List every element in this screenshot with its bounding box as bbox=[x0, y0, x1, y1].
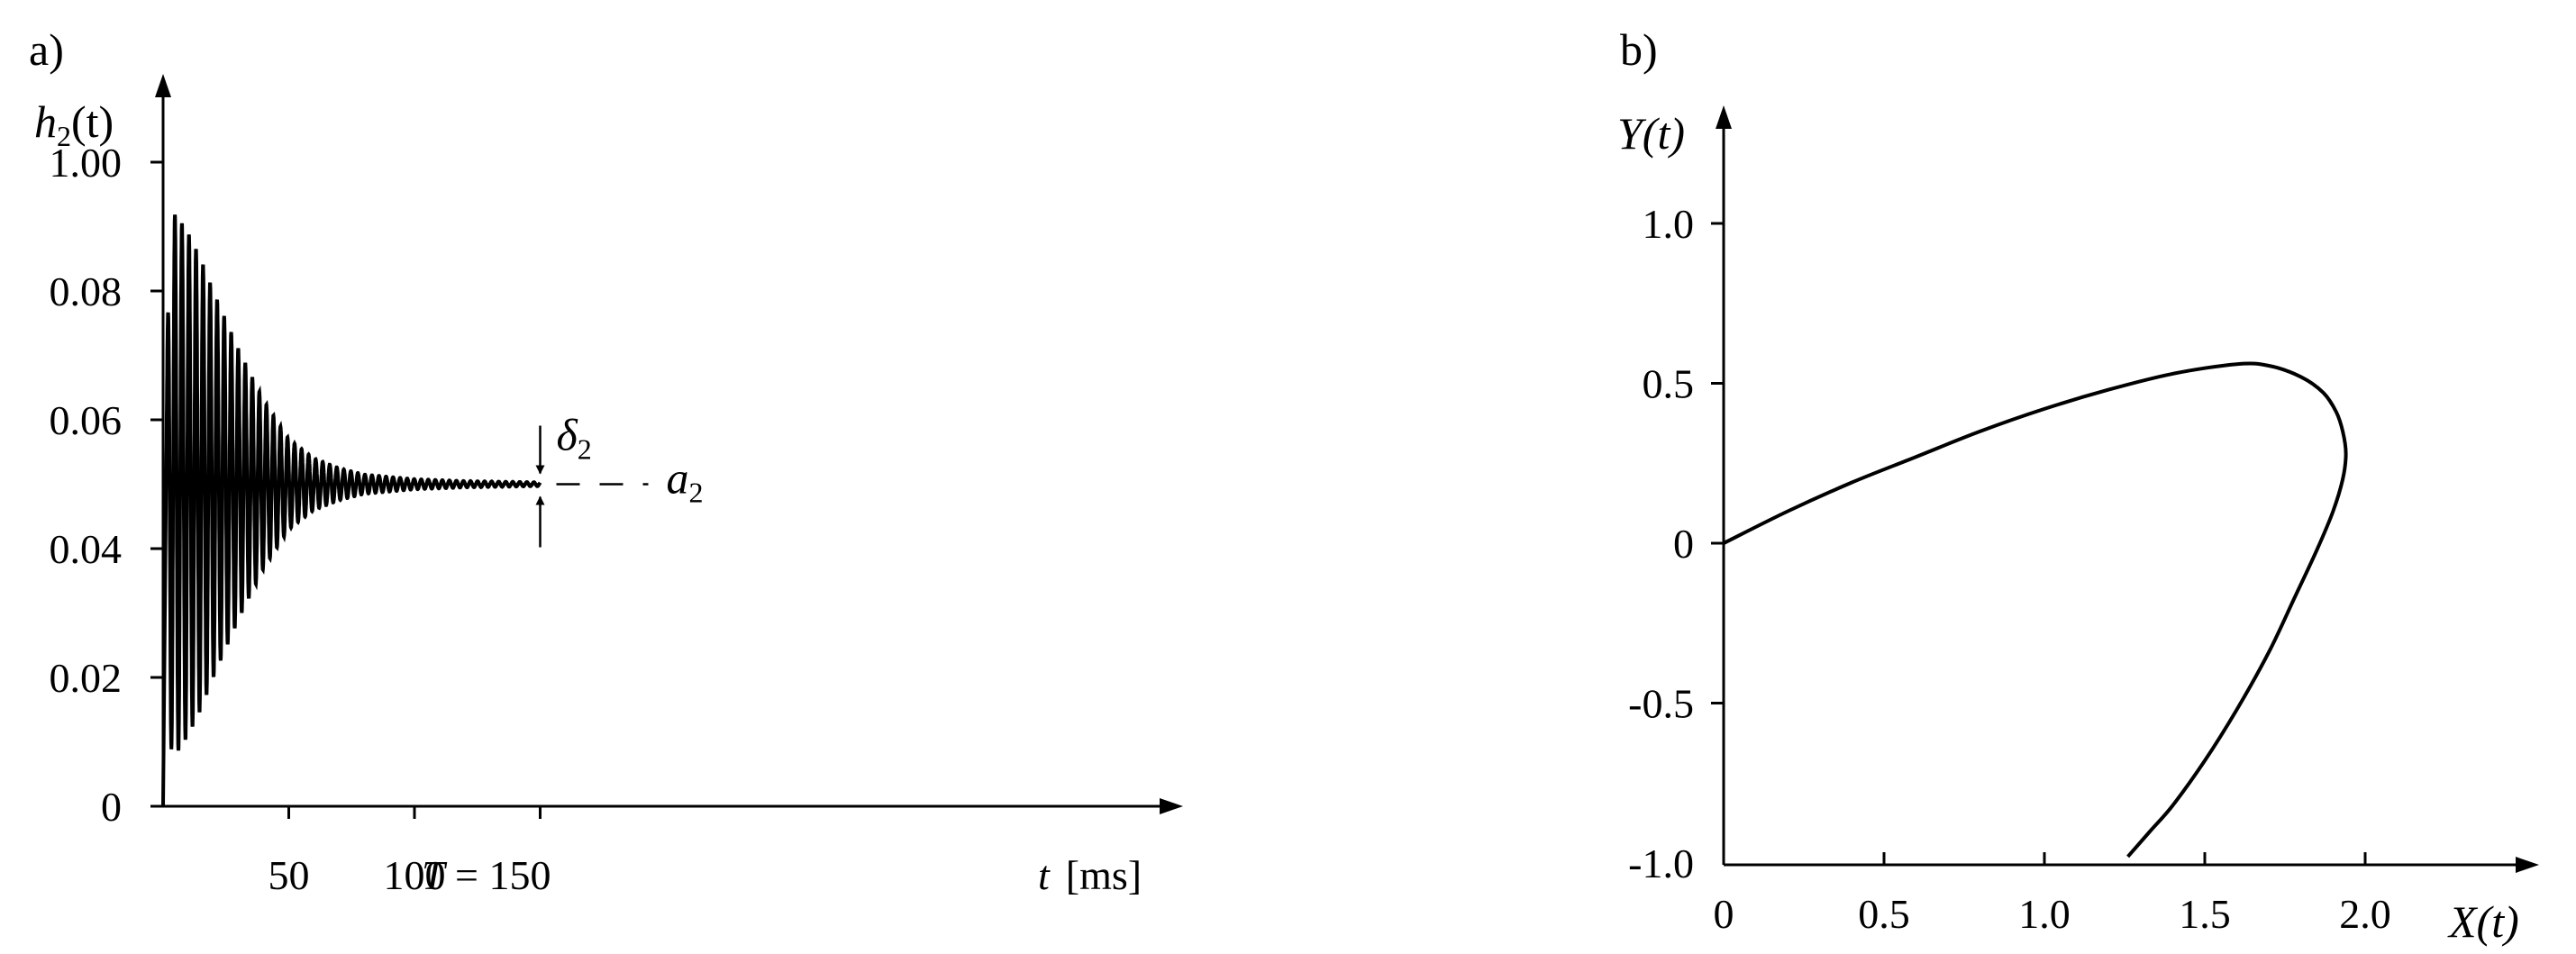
chart-a-y-tick-label: 0.08 bbox=[50, 268, 123, 314]
chart-a-y-tick-label: 1.00 bbox=[50, 140, 123, 186]
chart-a-y-tick-label: 0.04 bbox=[50, 526, 123, 572]
chart-b-x-label: X(t) bbox=[2447, 896, 2519, 947]
chart-a-y-label-arg: (t) bbox=[71, 96, 114, 147]
chart-a-y-tick-label: 0 bbox=[101, 784, 122, 830]
chart-b-y-axis-arrow bbox=[1716, 105, 1732, 129]
chart-a-x-label-unit: [ms] bbox=[1066, 852, 1142, 898]
chart-a-y-axis-arrow bbox=[155, 74, 171, 97]
chart-a-x-label: t [ms] bbox=[1038, 852, 1142, 898]
chart-b-y-tick-label: 0 bbox=[1673, 521, 1694, 567]
chart-a-x-tick-label: T = 150 bbox=[422, 852, 551, 898]
chart-a-x-axis-arrow bbox=[1160, 798, 1183, 814]
chart-b-x-tick-label: 0.5 bbox=[1858, 891, 1910, 937]
chart-a-y-label-main: h bbox=[34, 96, 57, 147]
chart-a: a) h2(t) t [ms] 00.020.040.060.081.00 50 1… bbox=[29, 24, 1183, 898]
chart-a-y-label: h2(t) bbox=[34, 96, 114, 152]
chart-b-x-ticks: 0 0.5 1.0 1.5 2.0 bbox=[1714, 852, 2391, 937]
chart-b-y-ticks: -1.0 -0.5 0 0.5 1.0 bbox=[1628, 201, 1724, 886]
chart-a-delta-label-sub: 2 bbox=[578, 433, 592, 466]
chart-a-steady-label-main: a bbox=[667, 453, 689, 504]
chart-b-x-axis-arrow bbox=[2516, 857, 2539, 873]
chart-b-y-tick-label: -1.0 bbox=[1628, 840, 1694, 886]
chart-b-y-label: Y(t) bbox=[1617, 108, 1685, 159]
chart-a-y-tick-label: 0.02 bbox=[50, 655, 123, 701]
chart-b: b) Y(t) X(t) -1.0 -0.5 0 0.5 1.0 0 0.5 1.0 1.5 2… bbox=[1617, 24, 2539, 947]
chart-b-y-tick-label: 0.5 bbox=[1643, 361, 1695, 407]
chart-b-x-tick-label: 2.0 bbox=[2339, 891, 2391, 937]
chart-b-y-tick-label: 1.0 bbox=[1643, 201, 1695, 247]
chart-b-y-tick-label: -0.5 bbox=[1628, 681, 1694, 727]
chart-a-y-ticks: 0 0.02 0.04 0.06 0.08 1.00 bbox=[50, 140, 163, 830]
chart-a-delta-label-main: δ bbox=[557, 410, 578, 460]
panel-label-b: b) bbox=[1620, 24, 1658, 75]
chart-a-series-line bbox=[161, 214, 542, 807]
chart-a-steady-label: a2 bbox=[667, 453, 704, 509]
panel-label-a: a) bbox=[29, 24, 64, 75]
chart-b-x-tick-label: 1.0 bbox=[2018, 891, 2071, 937]
chart-b-series-line bbox=[1723, 361, 2348, 859]
chart-a-delta-label: δ2 bbox=[557, 410, 592, 466]
chart-a-x-tick-label: 50 bbox=[269, 852, 310, 898]
chart-a-y-label-sub: 2 bbox=[57, 120, 71, 152]
chart-b-x-tick-label: 1.5 bbox=[2179, 891, 2231, 937]
chart-a-y-tick-label: 0.06 bbox=[50, 397, 123, 443]
chart-a-x-tick-label: 100 bbox=[384, 852, 446, 898]
chart-b-x-tick-label: 0 bbox=[1714, 891, 1734, 937]
chart-a-x-label-var: t bbox=[1038, 852, 1051, 898]
chart-a-steady-label-sub: 2 bbox=[689, 477, 704, 509]
